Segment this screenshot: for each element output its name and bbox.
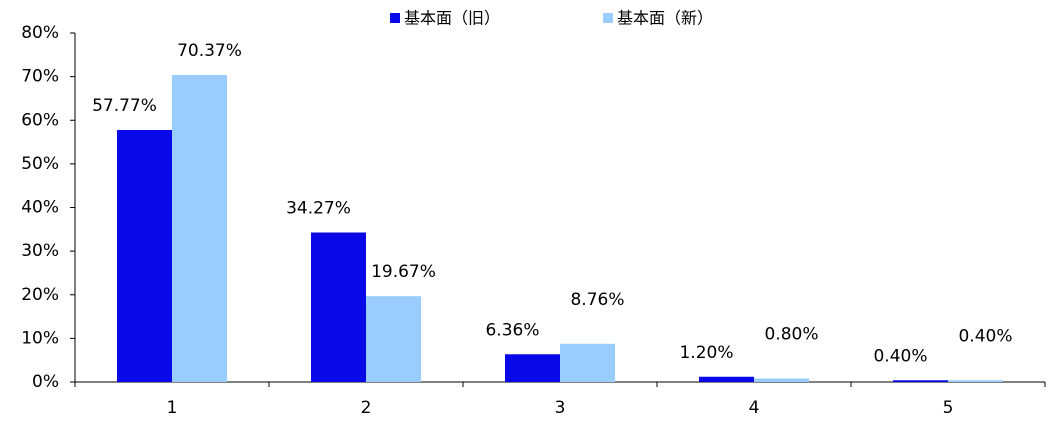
value-label: 0.40%	[958, 326, 1012, 346]
bar	[893, 380, 948, 382]
x-tick-label: 3	[555, 398, 566, 418]
y-tick-label: 70%	[21, 67, 59, 87]
bar	[699, 376, 754, 382]
legend-swatch	[390, 13, 400, 23]
x-tick-label: 5	[943, 398, 954, 418]
value-label: 34.27%	[286, 198, 351, 218]
bar	[560, 343, 615, 382]
value-label: 0.40%	[873, 346, 927, 366]
bar	[366, 296, 421, 382]
y-tick-label: 50%	[21, 154, 59, 174]
y-tick-label: 10%	[21, 328, 59, 348]
bar	[117, 129, 172, 382]
y-tick-label: 40%	[21, 198, 59, 218]
bar	[754, 378, 809, 382]
bar	[505, 354, 560, 382]
y-tick-label: 20%	[21, 285, 59, 305]
x-tick-label: 1	[167, 398, 178, 418]
value-label: 8.76%	[570, 290, 624, 310]
bar	[172, 75, 227, 383]
value-label: 6.36%	[485, 320, 539, 340]
value-label: 57.77%	[92, 96, 157, 116]
value-label: 0.80%	[764, 325, 818, 345]
y-tick-label: 0%	[32, 372, 59, 392]
x-tick-label: 2	[361, 398, 372, 418]
bar	[948, 380, 1003, 382]
legend-text: 基本面（新）	[617, 9, 713, 28]
bar	[311, 232, 366, 382]
value-label: 1.20%	[679, 343, 733, 363]
value-label: 70.37%	[177, 41, 242, 61]
legend-text: 基本面（旧）	[404, 9, 500, 28]
y-tick-label: 60%	[21, 110, 59, 130]
legend-swatch	[603, 13, 613, 23]
value-label: 19.67%	[371, 262, 436, 282]
y-tick-label: 30%	[21, 241, 59, 261]
x-tick-label: 4	[749, 398, 760, 418]
y-tick-label: 80%	[21, 23, 59, 43]
